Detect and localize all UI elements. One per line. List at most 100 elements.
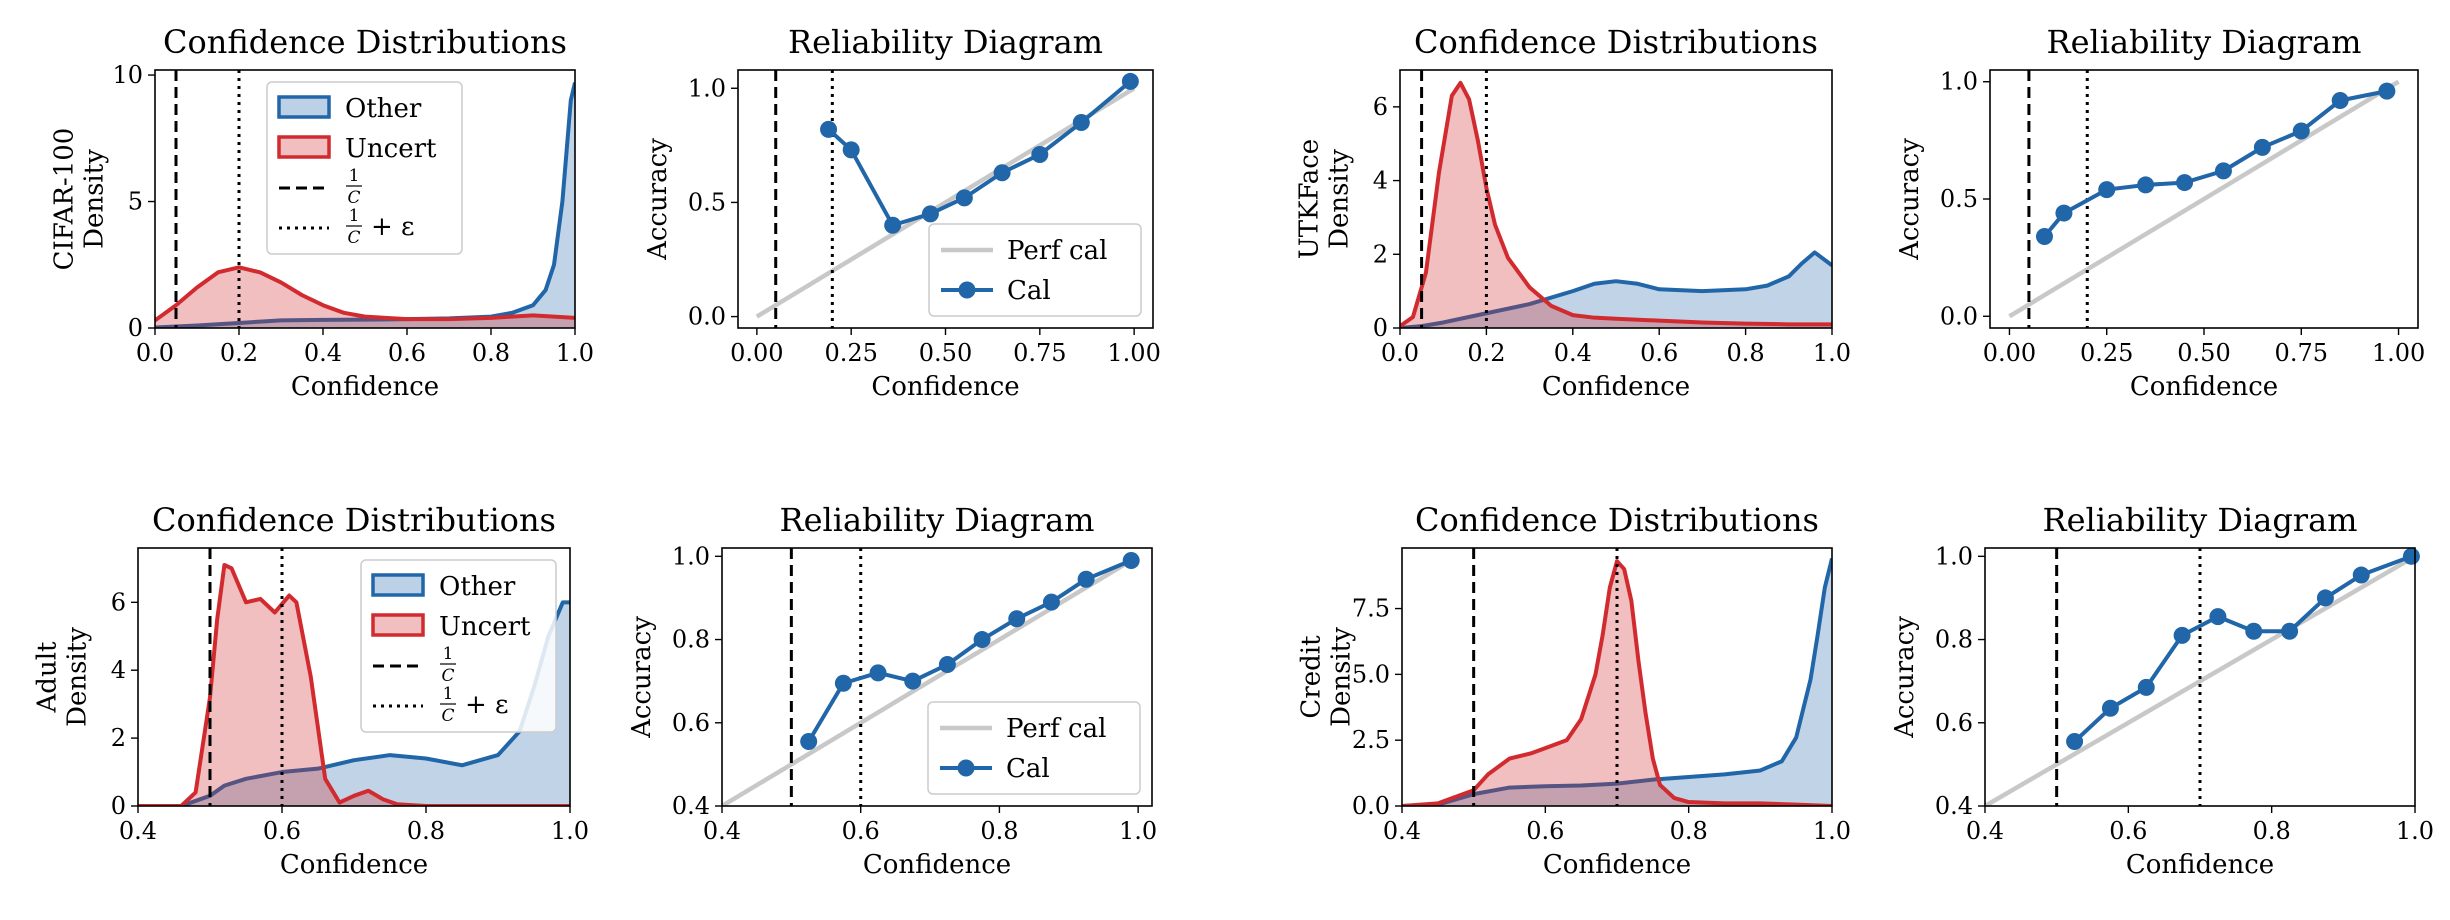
credit-density-panel: 0.4 0.6 0.8 1.0 0.0 2.5 5.0 7.5 Confidence Distr… — [1296, 501, 1851, 880]
x-tick-label: 0.6 — [263, 817, 301, 845]
x-axis-label: Confidence — [2130, 372, 2278, 402]
legend-label: Cal — [1007, 276, 1051, 306]
calibration-point — [884, 216, 902, 234]
x-tick-label: 0.8 — [472, 339, 510, 367]
fraction-denominator: C — [441, 706, 454, 726]
calibration-point — [842, 141, 860, 159]
x-axis-label: Confidence — [863, 850, 1011, 880]
x-tick-label: 0.25 — [824, 339, 877, 367]
legend-label-one-over-c-plus-eps: 1C + ε — [346, 206, 415, 248]
legend-label: Uncert — [439, 612, 531, 642]
axes-frame — [1401, 547, 1833, 807]
fraction-denominator: C — [441, 666, 454, 686]
perfect-calibration-line — [2008, 79, 2400, 319]
x-tick-label: 0.6 — [1640, 339, 1678, 367]
y-tick-label: 0.0 — [1940, 302, 1978, 330]
y-tick-label: 0.0 — [688, 303, 726, 331]
x-tick-label: 0.00 — [730, 339, 783, 367]
legend-box — [928, 223, 1142, 317]
y-axis-label: CreditDensity — [1296, 627, 1356, 727]
x-axis-label: Confidence — [1542, 372, 1690, 402]
calibration-point — [2035, 228, 2053, 246]
y-axis-label-line: CIFAR-100 — [49, 128, 79, 271]
y-axis-label-line: UTKFace — [1294, 139, 1324, 259]
y-tick-label: 0.0 — [1352, 792, 1390, 820]
calibration-line — [827, 79, 1132, 228]
plot-area — [138, 548, 570, 806]
y-axis-label-line: Accuracy — [1895, 138, 1925, 261]
utk-density-panel: 0.0 0.2 0.4 0.6 0.8 1.0 0 2 4 6 Confidence Distrib… — [1294, 23, 1851, 402]
x-tick-label: 1.0 — [551, 817, 589, 845]
y-axis-label: CIFAR-100Density — [49, 128, 109, 271]
y-tick-label: 7.5 — [1352, 595, 1390, 623]
y-axis-label-line: Density — [62, 627, 92, 727]
legend-box — [360, 559, 557, 733]
x-tick-label: 0.6 — [388, 339, 426, 367]
y-axis-label: AdultDensity — [32, 627, 92, 727]
adult-density-panel: 0.4 0.6 0.8 1.0 0 2 4 6 Confidence Distributions… — [32, 501, 589, 880]
legend-box — [927, 701, 1141, 795]
x-tick-label: 0.4 — [703, 817, 741, 845]
epsilon-term: + ε — [371, 212, 415, 242]
y-axis-label-line: Density — [1324, 149, 1354, 249]
y-tick-label: 0.6 — [1935, 709, 1973, 737]
axes-frame — [1399, 69, 1833, 329]
x-tick-label: 1.0 — [1119, 817, 1157, 845]
x-tick-label: 0.6 — [2109, 817, 2147, 845]
fraction-numerator: 1 — [349, 206, 360, 226]
plot-area — [722, 548, 1140, 806]
calibration-line — [2042, 89, 2388, 238]
x-tick-label: 0.8 — [407, 817, 445, 845]
legend-swatch-other — [371, 573, 425, 597]
y-tick-label: 0.8 — [672, 626, 710, 654]
density-line-uncert — [1400, 80, 1832, 328]
calibration-point — [2402, 547, 2420, 565]
axes-frame — [721, 547, 1153, 807]
x-tick-label: 0.8 — [2253, 817, 2291, 845]
calibration-point — [2281, 622, 2299, 640]
legend-label: Perf cal — [1006, 714, 1106, 744]
y-tick-label: 0.6 — [672, 709, 710, 737]
x-axis-label: Confidence — [871, 372, 1019, 402]
chart-title: Reliability Diagram — [2046, 23, 2361, 61]
calibration-point — [1072, 114, 1090, 132]
cifar-reliability-panel: 0.00 0.25 0.50 0.75 1.00 0.0 0.5 1.0 Reliability… — [643, 23, 1161, 402]
y-tick-label: 0 — [128, 314, 143, 342]
calibration-point — [820, 120, 838, 138]
perfect-calibration-line — [755, 86, 1136, 319]
y-tick-label: 1.0 — [688, 74, 726, 102]
utk-reliability-panel: 0.00 0.25 0.50 0.75 1.00 0.0 0.5 1.0 Reliability… — [1895, 23, 2425, 402]
calibration-point — [2253, 138, 2271, 156]
plot-area — [1400, 70, 1832, 328]
density-line-uncert — [1402, 559, 1832, 806]
y-tick-label: 1.0 — [1940, 68, 1978, 96]
x-tick-label: 0.0 — [136, 339, 174, 367]
y-tick-label: 0.5 — [1940, 185, 1978, 213]
plot-area — [1985, 548, 2415, 806]
calibration-point — [1077, 570, 1095, 588]
density-fill-other — [1402, 558, 1832, 806]
x-tick-label: 0.4 — [119, 817, 157, 845]
calibration-point — [2316, 589, 2334, 607]
calibration-point — [2101, 699, 2119, 717]
calibration-point — [2292, 122, 2310, 140]
legend-label: Cal — [1006, 754, 1050, 784]
calibration-point — [1122, 551, 1140, 569]
y-axis-label-line: Accuracy — [1890, 616, 1920, 739]
fraction-numerator: 1 — [349, 166, 360, 186]
density-line-other — [1402, 558, 1832, 806]
x-tick-label: 0.50 — [919, 339, 972, 367]
legend-label: Uncert — [345, 134, 437, 164]
calibration-point — [2209, 608, 2227, 626]
epsilon-term: + ε — [465, 690, 509, 720]
perfect-calibration-line — [1985, 554, 2415, 806]
y-axis-label: Accuracy — [1895, 138, 1925, 261]
x-tick-label: 0.8 — [1727, 339, 1765, 367]
y-axis-label-line: Credit — [1296, 635, 1326, 719]
y-tick-label: 4 — [111, 656, 126, 684]
density-fill-uncert — [1400, 82, 1832, 328]
calibration-point — [2098, 181, 2116, 199]
x-tick-label: 1.00 — [1107, 339, 1160, 367]
